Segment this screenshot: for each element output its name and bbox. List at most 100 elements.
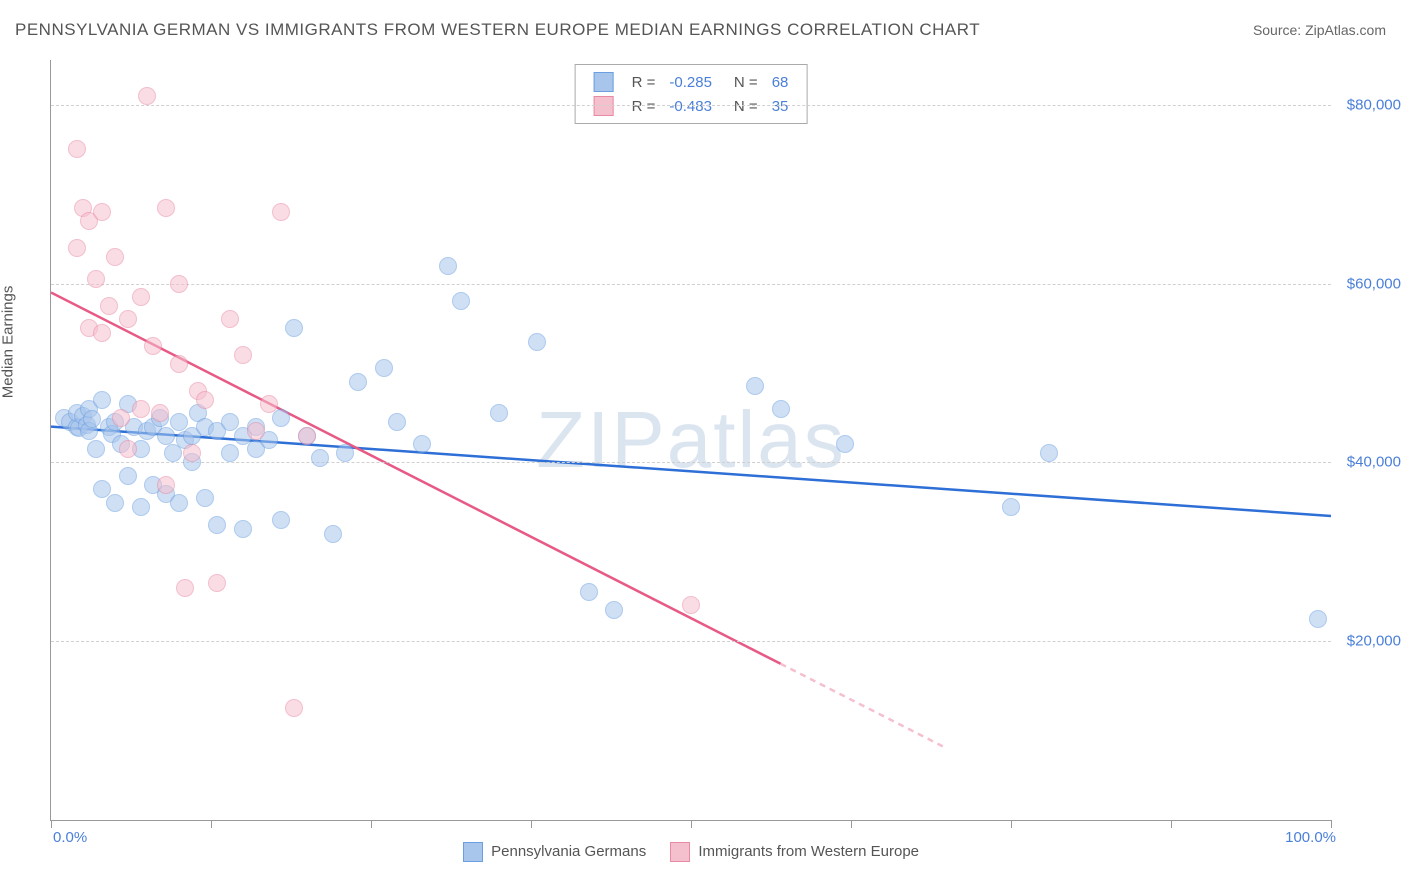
data-point — [452, 292, 470, 310]
data-point — [580, 583, 598, 601]
gridline — [51, 284, 1331, 285]
data-point — [112, 409, 130, 427]
data-point — [375, 359, 393, 377]
x-tick — [1331, 820, 1332, 828]
y-tick-label: $80,000 — [1347, 96, 1401, 113]
legend-swatch — [670, 842, 690, 862]
data-point — [272, 409, 290, 427]
data-point — [439, 257, 457, 275]
series-legend-item: Immigrants from Western Europe — [670, 842, 919, 862]
data-point — [170, 494, 188, 512]
data-point — [100, 297, 118, 315]
gridline — [51, 641, 1331, 642]
data-point — [138, 87, 156, 105]
data-point — [272, 203, 290, 221]
legend-r-value: -0.285 — [663, 71, 718, 93]
x-tick — [691, 820, 692, 828]
data-point — [106, 248, 124, 266]
data-point — [298, 427, 316, 445]
data-point — [196, 489, 214, 507]
data-point — [93, 324, 111, 342]
data-point — [87, 270, 105, 288]
legend-swatch — [463, 842, 483, 862]
data-point — [144, 337, 162, 355]
data-point — [221, 444, 239, 462]
data-point — [836, 435, 854, 453]
x-tick — [1011, 820, 1012, 828]
series-label: Immigrants from Western Europe — [698, 843, 919, 860]
data-point — [106, 494, 124, 512]
data-point — [311, 449, 329, 467]
data-point — [1309, 610, 1327, 628]
y-tick-label: $20,000 — [1347, 633, 1401, 650]
legend-n-label: N = — [720, 95, 764, 117]
x-tick — [1171, 820, 1172, 828]
data-point — [1002, 498, 1020, 516]
data-point — [93, 203, 111, 221]
data-point — [605, 601, 623, 619]
y-axis-label: Median Earnings — [0, 286, 17, 399]
data-point — [119, 467, 137, 485]
watermark-text: ZIPatlas — [536, 394, 845, 486]
data-point — [260, 395, 278, 413]
legend-r-value: -0.483 — [663, 95, 718, 117]
series-legend: Pennsylvania Germans Immigrants from Wes… — [51, 842, 1331, 862]
data-point — [68, 239, 86, 257]
data-point — [388, 413, 406, 431]
data-point — [272, 511, 290, 529]
legend-swatch — [594, 96, 614, 116]
data-point — [682, 596, 700, 614]
source-attribution: Source: ZipAtlas.com — [1253, 22, 1386, 38]
y-tick-label: $60,000 — [1347, 275, 1401, 292]
x-axis-start-label: 0.0% — [53, 829, 87, 846]
legend-r-label: R = — [626, 71, 662, 93]
data-point — [1040, 444, 1058, 462]
legend-row: R =-0.483N =35 — [588, 95, 795, 117]
data-point — [196, 391, 214, 409]
x-axis-end-label: 100.0% — [1285, 829, 1336, 846]
data-point — [83, 410, 101, 428]
data-point — [170, 355, 188, 373]
x-tick — [851, 820, 852, 828]
data-point — [151, 404, 169, 422]
x-tick — [211, 820, 212, 828]
data-point — [247, 422, 265, 440]
data-point — [132, 498, 150, 516]
legend-n-label: N = — [720, 71, 764, 93]
legend-r-label: R = — [626, 95, 662, 117]
data-point — [336, 444, 354, 462]
data-point — [528, 333, 546, 351]
gridline — [51, 105, 1331, 106]
data-point — [170, 275, 188, 293]
data-point — [285, 699, 303, 717]
data-point — [119, 440, 137, 458]
data-point — [285, 319, 303, 337]
data-point — [119, 310, 137, 328]
x-tick — [51, 820, 52, 828]
data-point — [349, 373, 367, 391]
series-label: Pennsylvania Germans — [491, 843, 646, 860]
data-point — [68, 140, 86, 158]
data-point — [183, 444, 201, 462]
data-point — [157, 476, 175, 494]
correlation-legend: R =-0.285N =68R =-0.483N =35 — [575, 64, 808, 124]
data-point — [208, 574, 226, 592]
data-point — [772, 400, 790, 418]
data-point — [208, 516, 226, 534]
legend-n-value: 68 — [766, 71, 795, 93]
scatter-plot-area: ZIPatlas R =-0.285N =68R =-0.483N =35 Pe… — [50, 60, 1331, 821]
data-point — [132, 400, 150, 418]
legend-swatch — [594, 72, 614, 92]
data-point — [490, 404, 508, 422]
data-point — [324, 525, 342, 543]
data-point — [234, 346, 252, 364]
gridline — [51, 462, 1331, 463]
x-tick — [531, 820, 532, 828]
data-point — [132, 288, 150, 306]
data-point — [234, 520, 252, 538]
data-point — [157, 199, 175, 217]
chart-title: PENNSYLVANIA GERMAN VS IMMIGRANTS FROM W… — [15, 20, 980, 40]
y-tick-label: $40,000 — [1347, 454, 1401, 471]
data-point — [221, 310, 239, 328]
data-point — [413, 435, 431, 453]
